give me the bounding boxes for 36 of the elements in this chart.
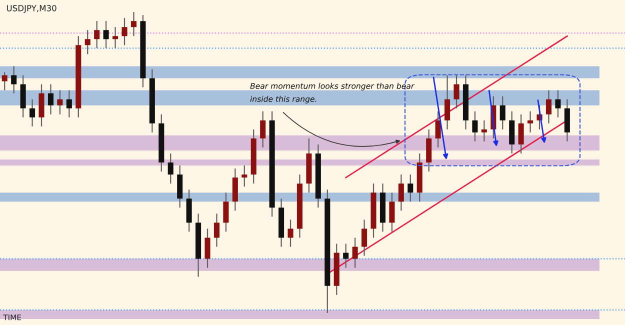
candlestick: [260, 110, 266, 148]
candlestick: [30, 98, 36, 127]
candlestick: [408, 174, 414, 202]
candlestick: [112, 26, 118, 49]
candlestick: [204, 228, 210, 268]
candlestick: [362, 219, 368, 256]
candlestick: [546, 90, 552, 124]
candlestick: [481, 120, 487, 142]
candlestick: [444, 74, 450, 130]
candlestick: [103, 20, 109, 49]
candlestick: [122, 18, 128, 46]
candlestick: [242, 164, 248, 188]
candlestick: [57, 90, 63, 115]
candlestick: [48, 84, 54, 115]
candlestick: [168, 152, 174, 184]
candlestick: [454, 74, 460, 109]
candlestick: [94, 20, 100, 49]
candlestick: [528, 110, 534, 133]
candlestick: [398, 174, 404, 212]
candlestick: [288, 219, 294, 248]
candlestick: [11, 66, 17, 94]
candlestick: [518, 114, 524, 154]
candlestick: [500, 96, 506, 130]
candlestick: [84, 30, 90, 55]
candlestick: [214, 213, 220, 248]
candlestick: [343, 243, 349, 268]
chart-title: USDJPY,M30: [6, 5, 56, 13]
candlestick: [435, 110, 441, 148]
candlestick: [130, 11, 136, 37]
candlestick: [223, 192, 229, 232]
candlestick: [352, 237, 358, 268]
candlestick: [66, 90, 72, 118]
candlestick: [472, 110, 478, 142]
candlestick: [389, 192, 395, 232]
candlestick: [2, 72, 8, 91]
candlestick: [555, 90, 561, 118]
